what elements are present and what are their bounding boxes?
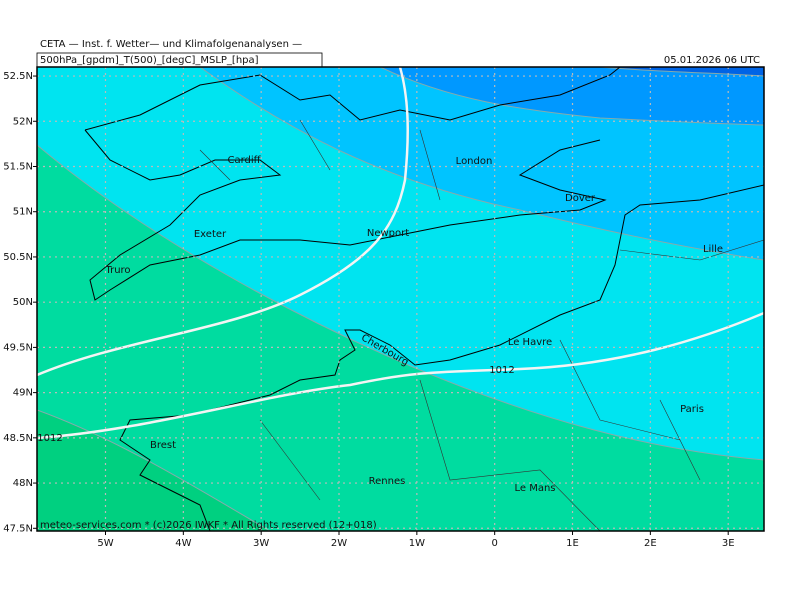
valid-time: 05.01.2026 06 UTC [664,55,760,66]
map-frame [36,66,765,532]
y-tick-label: 50.5N [3,252,33,263]
place-label: Dover [565,193,596,204]
isobar-label: 1012 [489,365,514,376]
y-tick-label: 49.5N [3,342,33,353]
x-tick-label: 1E [566,538,579,549]
place-label: Brest [150,440,176,451]
y-tick-label: 47.5N [3,523,33,534]
x-tick-label: 3E [722,538,735,549]
coast-gb [84,67,621,301]
x-tick-label: 2W [331,538,347,549]
y-tick-label: 52.5N [3,71,33,82]
y-tick-label: 48N [13,478,33,489]
place-label: Truro [104,265,130,276]
place-label: Paris [680,404,704,415]
isobar [37,311,764,440]
isobar [37,67,409,377]
isobar-label: 1012 [37,433,62,444]
place-label: Lille [703,244,723,255]
place-label: Le Havre [508,337,552,348]
x-tick-label: 5W [97,538,113,549]
band-green [37,144,764,531]
y-tick-label: 51N [13,207,33,218]
x-tick-label: 1W [409,538,425,549]
y-tick-label: 52N [13,116,33,127]
y-tick-label: 48.5N [3,433,33,444]
place-label: London [456,156,493,167]
place-label: Newport [367,228,409,239]
x-tick-label: 3W [253,538,269,549]
y-tick-label: 49N [13,388,33,399]
x-tick-label: 4W [175,538,191,549]
x-tick-label: 0 [491,538,497,549]
place-label: Exeter [194,229,227,240]
y-tick-label: 50N [13,297,33,308]
map [37,67,764,531]
coast-fr [119,184,764,531]
y-tick-label: 51.5N [3,161,33,172]
place-label: Rennes [369,476,406,487]
header-fields: 500hPa_[gpdm]_T(500)_[degC]_MSLP_[hpa] [40,55,259,66]
place-label: Le Mans [514,483,555,494]
x-tick-label: 2E [644,538,657,549]
band-blue [379,67,764,126]
place-label: Cardiff [227,155,261,166]
band-darkgreen [37,409,271,531]
header-title: CETA — Inst. f. Wetter— und Klimafolgena… [40,39,302,50]
footer: meteo-services.com * (c)2026 IWKF * All … [40,520,377,531]
